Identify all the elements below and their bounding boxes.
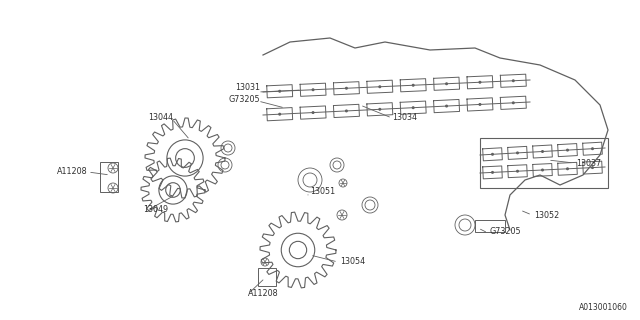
Circle shape [516, 151, 519, 155]
Text: A013001060: A013001060 [579, 303, 628, 312]
Circle shape [479, 103, 481, 106]
Circle shape [345, 87, 348, 90]
Circle shape [278, 113, 281, 116]
Circle shape [412, 106, 415, 109]
Circle shape [312, 111, 315, 114]
Circle shape [312, 88, 315, 91]
Text: 13049: 13049 [143, 205, 168, 214]
Text: G73205: G73205 [228, 95, 260, 105]
Circle shape [512, 79, 515, 82]
Bar [100, 162, 118, 192]
Bar [480, 138, 608, 188]
Text: 13052: 13052 [534, 211, 559, 220]
Circle shape [591, 147, 594, 150]
Text: 13034: 13034 [392, 114, 417, 123]
Circle shape [491, 153, 494, 156]
Circle shape [541, 150, 544, 153]
Text: 13044: 13044 [148, 114, 173, 123]
Text: A11208: A11208 [248, 290, 278, 299]
Circle shape [516, 170, 519, 173]
Text: 13037: 13037 [576, 158, 601, 167]
Text: G73205: G73205 [490, 228, 522, 236]
Circle shape [566, 167, 569, 170]
Text: 13031: 13031 [235, 84, 260, 92]
Circle shape [479, 81, 481, 84]
Circle shape [591, 166, 594, 169]
Bar [475, 220, 505, 232]
Circle shape [566, 148, 569, 152]
Circle shape [541, 169, 544, 172]
Circle shape [378, 85, 381, 88]
Circle shape [445, 105, 448, 108]
Circle shape [412, 84, 415, 87]
Circle shape [278, 90, 281, 93]
Circle shape [512, 101, 515, 104]
Text: A11208: A11208 [58, 167, 88, 177]
Text: 13054: 13054 [340, 258, 365, 267]
Circle shape [345, 109, 348, 112]
Text: 13051: 13051 [310, 188, 335, 196]
Circle shape [378, 108, 381, 111]
Circle shape [491, 171, 494, 174]
Bar [258, 268, 276, 286]
Circle shape [445, 82, 448, 85]
